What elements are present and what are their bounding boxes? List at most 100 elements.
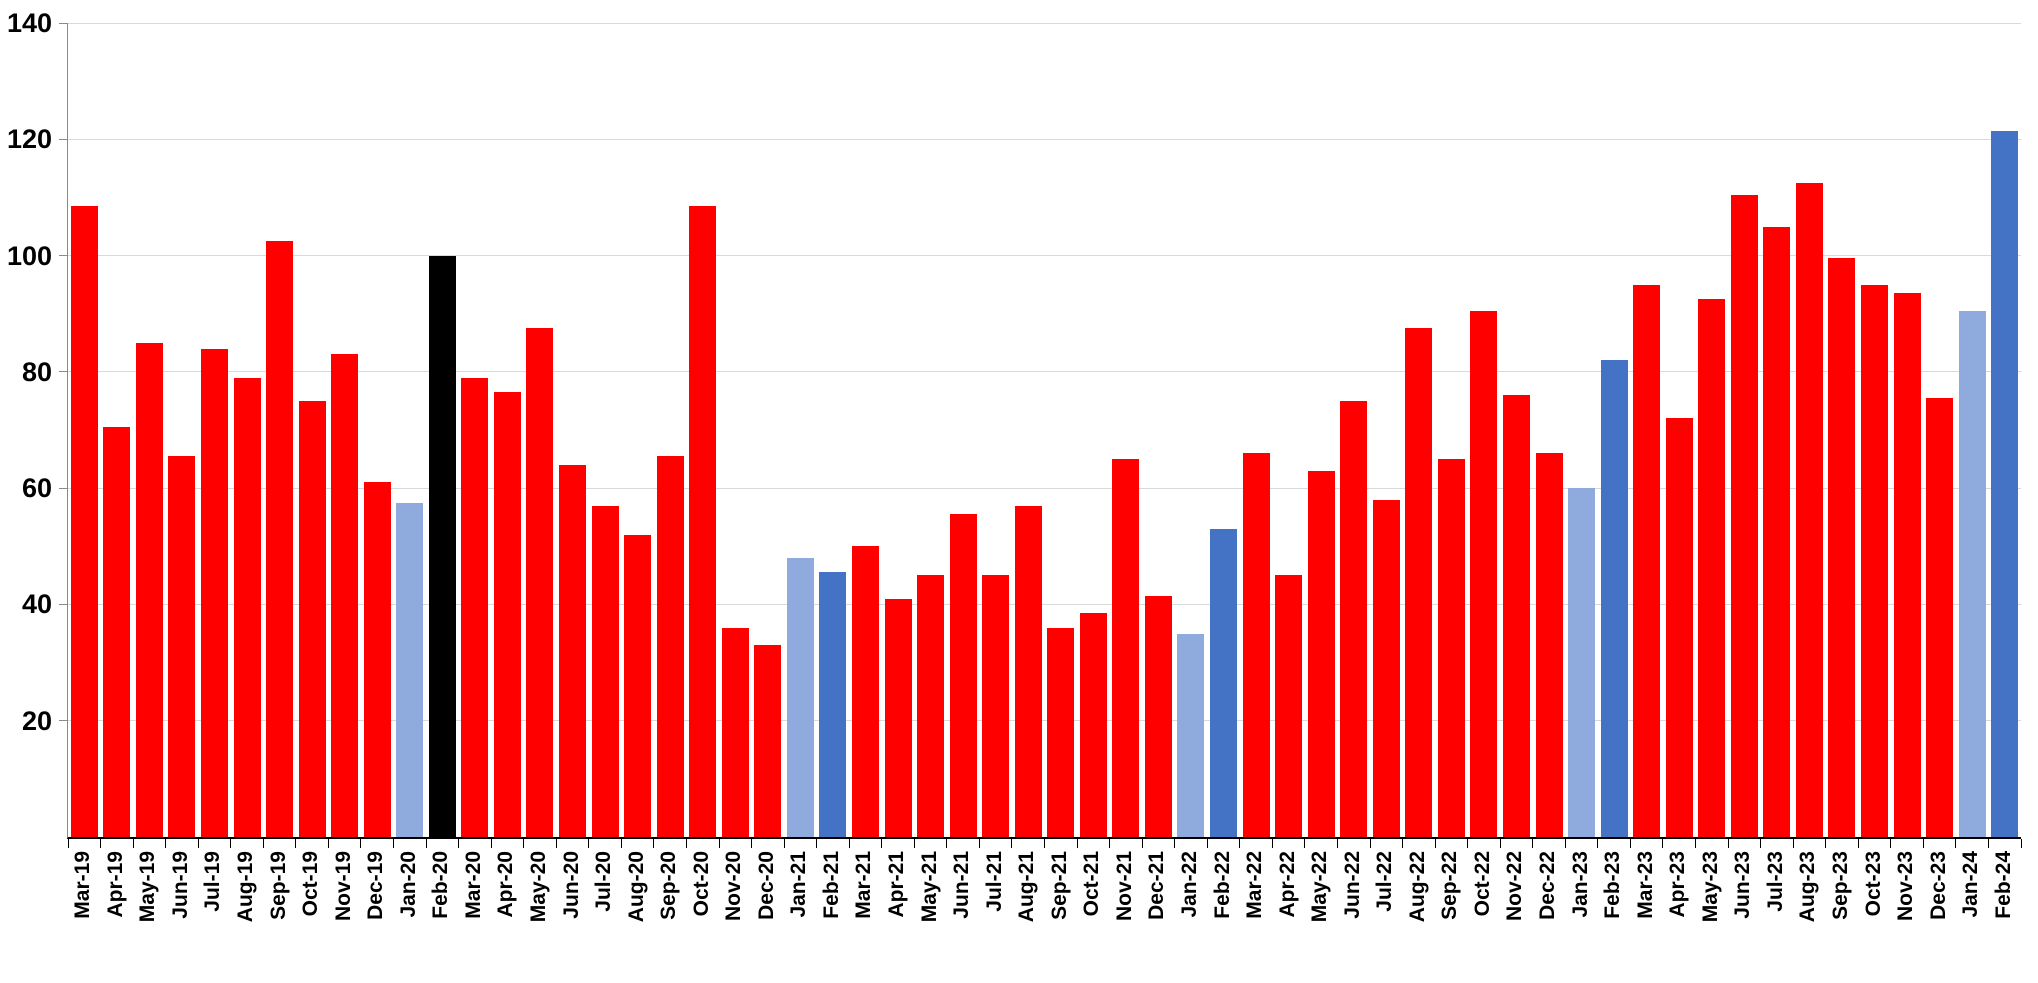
- x-axis-tick: [816, 839, 818, 848]
- bar-Aug-21: [1014, 505, 1042, 837]
- x-axis-label-Sep-21: Sep-21: [1047, 851, 1071, 920]
- x-axis-label-Jan-22: Jan-22: [1177, 851, 1201, 918]
- y-axis-tick: [59, 487, 67, 489]
- x-axis-tick: [1857, 839, 1859, 848]
- bar-Nov-23: [1893, 293, 1921, 837]
- x-axis-tick: [1044, 839, 1045, 848]
- x-axis-tick: [783, 839, 785, 848]
- x-axis-tick: [1369, 839, 1371, 848]
- y-axis-tick: [59, 371, 67, 373]
- x-axis-tick: [132, 839, 134, 848]
- x-axis-tick: [1987, 839, 1989, 848]
- gridline-40: [68, 603, 2021, 605]
- gridline-20: [68, 720, 2021, 722]
- x-axis-label-Feb-23: Feb-23: [1601, 851, 1625, 919]
- bar-Jan-24: [1958, 310, 1986, 837]
- plot-area: [59, 22, 2022, 848]
- x-axis-tick: [1467, 839, 1469, 848]
- x-axis-label-Feb-21: Feb-21: [819, 851, 843, 919]
- y-axis-label-120: 120: [6, 124, 52, 155]
- bar-Dec-23: [1926, 398, 1954, 837]
- bar-Feb-24: [1991, 130, 2019, 837]
- bar-Jul-19: [200, 348, 228, 837]
- x-axis-tick: [1629, 839, 1631, 848]
- x-axis-label-Jun-20: Jun-20: [559, 851, 583, 919]
- x-axis-label-Jan-20: Jan-20: [396, 851, 420, 918]
- x-axis-tick: [1890, 839, 1892, 848]
- x-axis-tick: [425, 839, 427, 848]
- bar-Oct-21: [1079, 613, 1107, 837]
- x-axis-label-Oct-21: Oct-21: [1080, 851, 1104, 917]
- bar-May-22: [1307, 470, 1335, 837]
- x-axis-tick: [1336, 839, 1338, 848]
- x-axis-tick: [1695, 839, 1696, 848]
- x-axis-label-Dec-23: Dec-23: [1926, 851, 1950, 920]
- x-axis-label-Jun-21: Jun-21: [950, 851, 974, 919]
- x-axis-tick: [100, 839, 102, 848]
- bar-Mar-21: [851, 546, 879, 837]
- x-axis-label-Apr-21: Apr-21: [885, 851, 909, 918]
- bar-Feb-23: [1600, 360, 1628, 837]
- gridline-80: [68, 371, 2021, 373]
- x-axis-tick: [751, 839, 753, 848]
- bar-May-21: [917, 575, 945, 837]
- x-axis-tick: [718, 839, 720, 848]
- x-axis-tick: [1662, 839, 1664, 848]
- x-axis-label-Nov-21: Nov-21: [1112, 851, 1136, 922]
- x-axis-label-Sep-19: Sep-19: [266, 851, 290, 920]
- bar-Feb-21: [819, 572, 847, 837]
- gridline-100: [68, 255, 2021, 257]
- x-axis-tick: [848, 839, 850, 848]
- x-axis-label-Feb-22: Feb-22: [1210, 851, 1234, 919]
- bar-May-19: [135, 342, 163, 837]
- x-axis-tick: [946, 839, 948, 848]
- x-axis-tick: [165, 839, 167, 848]
- x-axis-label-Jan-21: Jan-21: [787, 851, 811, 918]
- bar-Aug-22: [1405, 328, 1433, 837]
- bar-Dec-20: [754, 645, 782, 837]
- x-axis-tick: [588, 839, 590, 848]
- x-axis-tick: [67, 839, 69, 848]
- bar-Mar-23: [1633, 284, 1661, 837]
- x-axis-label-May-22: May-22: [1308, 851, 1332, 923]
- y-axis-label-60: 60: [21, 473, 52, 504]
- x-axis-tick: [620, 839, 622, 848]
- x-axis-label-May-21: May-21: [917, 851, 941, 923]
- y-axis-tick: [59, 138, 67, 140]
- bar-Apr-23: [1665, 418, 1693, 837]
- bar-Feb-20: [428, 255, 456, 837]
- bar-Jul-22: [1372, 499, 1400, 837]
- x-axis-label-Jun-22: Jun-22: [1340, 851, 1364, 919]
- x-axis-tick: [1304, 839, 1306, 848]
- x-axis-tick: [1922, 839, 1924, 848]
- x-axis-label-Sep-20: Sep-20: [657, 851, 681, 920]
- x-axis-label-Jul-20: Jul-20: [592, 851, 616, 912]
- y-axis-tick: [59, 603, 67, 605]
- bar-Mar-22: [1242, 453, 1270, 837]
- x-axis-label-May-19: May-19: [136, 851, 160, 923]
- x-axis-label-Jun-23: Jun-23: [1731, 851, 1755, 919]
- x-axis-tick: [1955, 839, 1957, 848]
- x-axis-tick: [230, 839, 232, 848]
- x-axis-tick: [393, 839, 394, 848]
- x-axis-label-Aug-20: Aug-20: [624, 851, 648, 923]
- gridline-140: [68, 22, 2021, 24]
- x-axis-label-Mar-19: Mar-19: [71, 851, 95, 919]
- bar-Jun-21: [949, 514, 977, 837]
- x-axis-tick: [1011, 839, 1013, 848]
- y-axis-tick: [59, 22, 67, 24]
- bar-Jun-19: [168, 456, 196, 837]
- x-axis-label-Nov-19: Nov-19: [331, 851, 355, 922]
- x-axis-tick: [2020, 839, 2022, 848]
- bar-Sep-19: [266, 241, 294, 837]
- x-axis-label-Apr-22: Apr-22: [1275, 851, 1299, 918]
- x-axis-label-Dec-19: Dec-19: [364, 851, 388, 920]
- x-axis-label-Sep-22: Sep-22: [1438, 851, 1462, 920]
- bar-Nov-19: [331, 354, 359, 837]
- x-axis-tick: [1499, 839, 1501, 848]
- bar-Nov-21: [1112, 459, 1140, 837]
- x-axis-tick: [1597, 839, 1599, 848]
- bar-Jan-23: [1568, 488, 1596, 837]
- x-axis-tick: [1434, 839, 1436, 848]
